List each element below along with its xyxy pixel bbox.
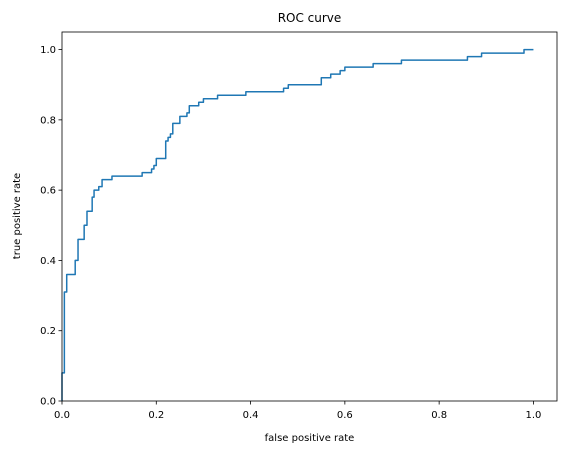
y-tick-label: 1.0 [40, 45, 56, 56]
x-tick-label: 0.0 [54, 410, 70, 421]
x-axis-label: false positive rate [265, 433, 355, 444]
x-tick-label: 0.8 [431, 410, 447, 421]
y-tick-label: 0.2 [40, 326, 56, 337]
plot-frame [61, 31, 558, 402]
y-tick-label: 0.8 [40, 115, 56, 126]
y-axis-label: true positive rate [12, 173, 23, 259]
y-tick-label: 0.6 [40, 186, 56, 197]
y-tick-label: 0.0 [40, 397, 56, 408]
x-tick-label: 0.2 [148, 410, 164, 421]
x-tick-label: 0.6 [337, 410, 353, 421]
x-tick-label: 0.4 [243, 410, 259, 421]
x-tick-label: 1.0 [525, 410, 541, 421]
roc-line [61, 48, 534, 401]
y-tick-label: 0.4 [40, 256, 56, 267]
chart-title: ROC curve [278, 11, 342, 25]
